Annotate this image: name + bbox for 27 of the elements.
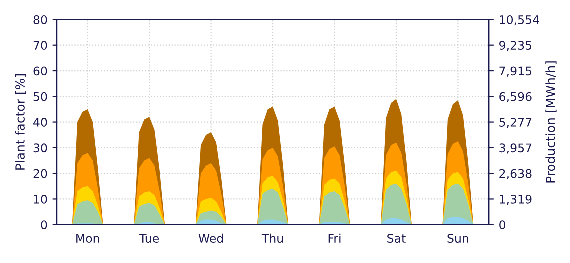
y2-tick-label: 9,235 — [500, 41, 532, 52]
y2-tick-label: 6,596 — [500, 92, 532, 103]
x-tick-label: Sat — [388, 234, 406, 244]
y2-tick-label: 1,319 — [500, 194, 532, 206]
y2-tick-label: 2,638 — [500, 169, 532, 180]
y2-tick-label: 7,915 — [500, 66, 532, 77]
x-tick-label: Wed — [198, 234, 224, 244]
y-tick-label: 50 — [34, 92, 48, 102]
y-tick-label: 0 — [41, 220, 48, 230]
y-tick-label: 70 — [34, 41, 48, 50]
y-tick-label: 40 — [34, 118, 48, 127]
y2-tick-label: 10,554 — [500, 15, 540, 26]
y2-tick-label: 3,957 — [500, 144, 532, 154]
y-tick-label: 20 — [34, 169, 48, 178]
x-tick-label: Sun — [448, 234, 468, 244]
y-tick-label: 80 — [34, 15, 48, 24]
x-tick-label: Mon — [76, 234, 100, 244]
y-tick-label: 30 — [34, 144, 48, 153]
x-tick-label: Tue — [139, 234, 160, 244]
y2-tick-label: 5,277 — [500, 118, 532, 128]
y2-tick-label: 0 — [500, 220, 506, 230]
y-tick-label: 10 — [34, 194, 48, 204]
y-axis-title: Plant factor [%] — [15, 74, 26, 170]
y2-axis-title: Production [MWh/h] — [546, 62, 557, 183]
x-tick-label: Fri — [328, 234, 341, 243]
y-tick-label: 60 — [34, 66, 48, 76]
x-tick-label: Thu — [262, 234, 284, 244]
